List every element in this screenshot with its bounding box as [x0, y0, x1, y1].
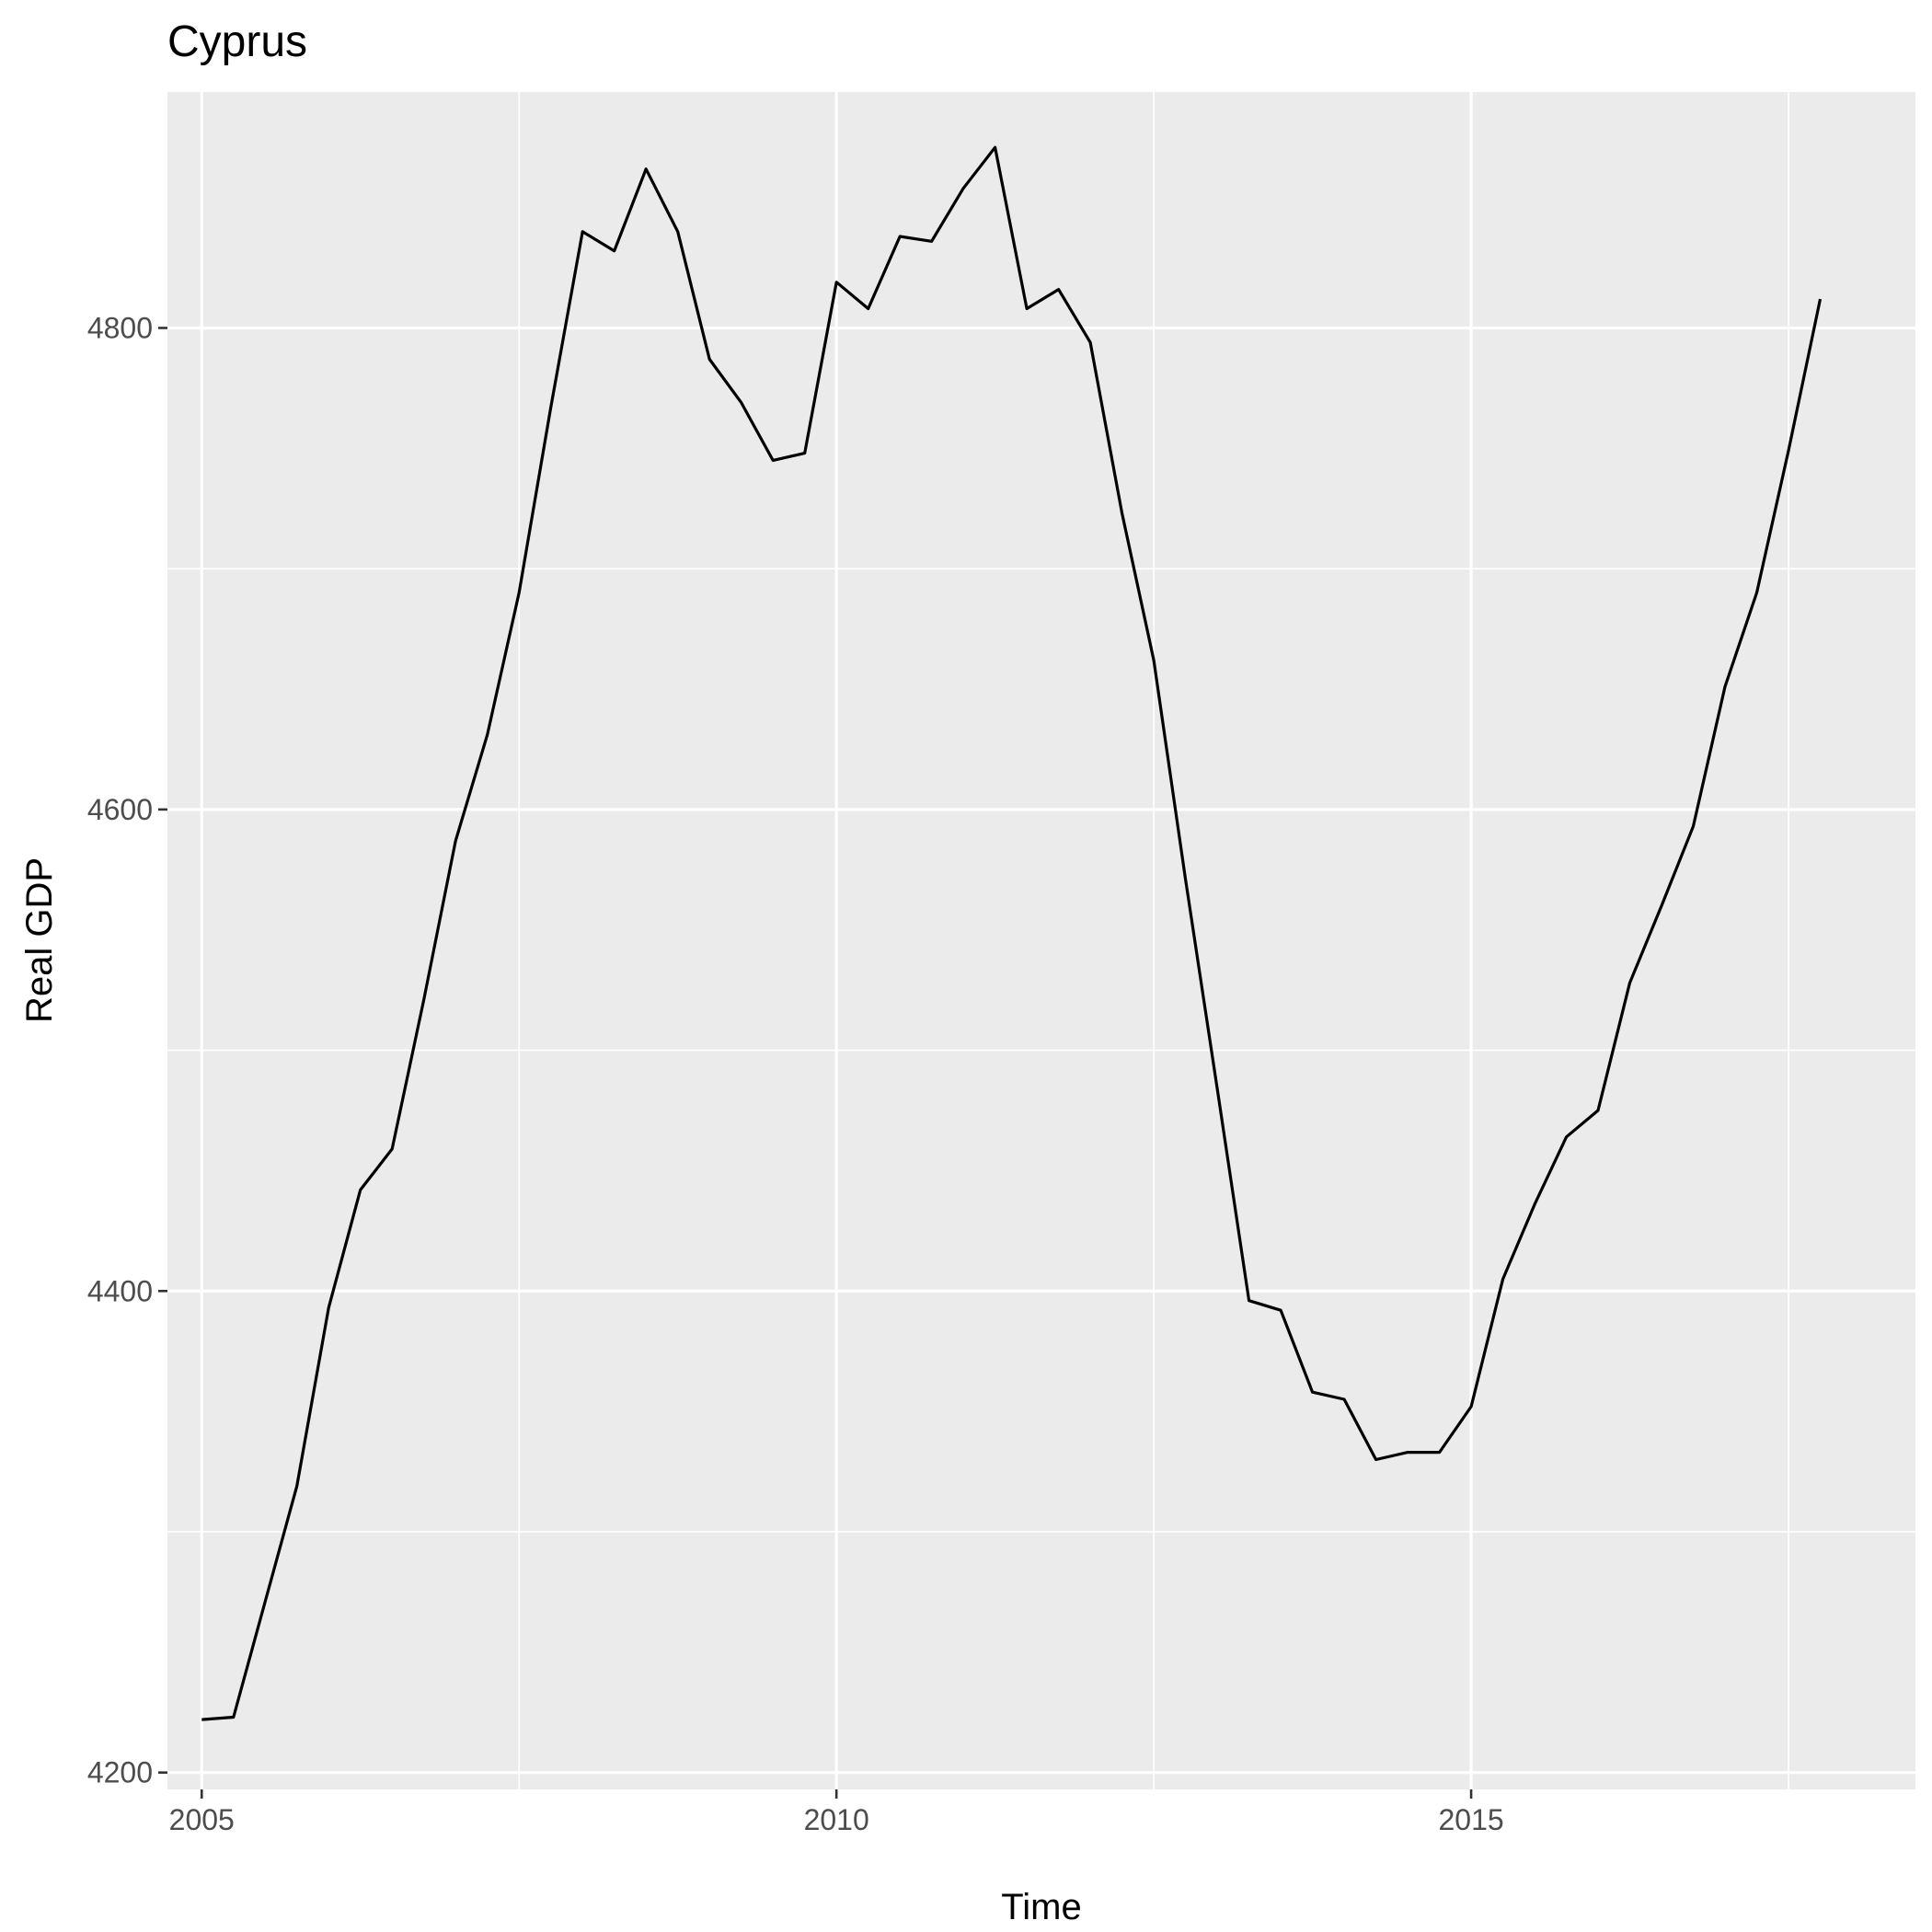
y-tick-label: 4400: [87, 1274, 153, 1307]
x-tick-label: 2005: [169, 1803, 235, 1836]
y-tick-label: 4200: [87, 1756, 153, 1789]
x-tick-label: 2015: [1438, 1803, 1503, 1836]
y-axis-title: Real GDP: [19, 857, 60, 1023]
x-tick-label: 2010: [804, 1803, 869, 1836]
x-axis-title: Time: [1001, 1887, 1081, 1927]
chart-title: Cyprus: [167, 17, 307, 66]
x-axis: 2005 2010 2015: [169, 1789, 1504, 1836]
plot-panel: [167, 92, 1915, 1789]
minor-gridlines: [167, 92, 1915, 1789]
series-line: [201, 145, 1823, 1721]
y-tick-label: 4800: [87, 311, 153, 344]
major-gridlines: [167, 92, 1915, 1789]
y-axis: 4200 4400 4600 4800: [87, 311, 167, 1789]
y-tick-label: 4600: [87, 793, 153, 826]
